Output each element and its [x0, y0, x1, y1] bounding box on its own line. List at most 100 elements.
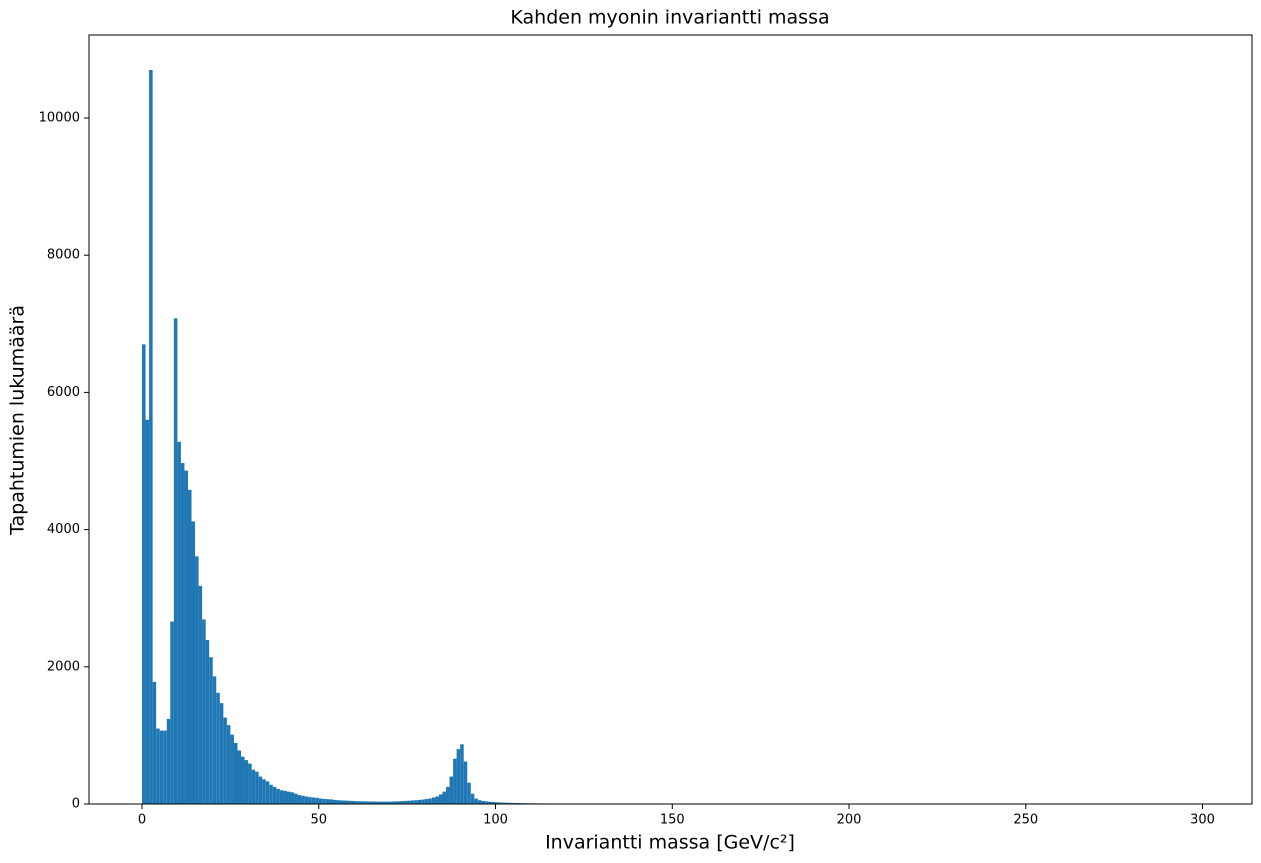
bar: [241, 756, 245, 804]
bar: [258, 776, 263, 804]
bar: [233, 742, 238, 804]
bar: [449, 776, 454, 804]
x-tick-label: 150: [660, 813, 685, 828]
bar: [364, 801, 369, 804]
bar: [184, 470, 188, 804]
bar: [255, 771, 259, 804]
bar: [269, 784, 273, 804]
bar: [142, 344, 146, 804]
bar: [357, 801, 362, 804]
chart-title: Kahden myonin invariantti massa: [510, 7, 829, 29]
bar: [438, 794, 443, 804]
bar: [382, 801, 386, 804]
bar: [354, 801, 358, 804]
bar: [152, 681, 157, 804]
bar: [219, 703, 224, 804]
bar: [421, 799, 425, 804]
bar: [339, 800, 344, 804]
x-tick-label: 100: [483, 813, 508, 828]
bar: [378, 801, 383, 804]
bar: [509, 802, 514, 804]
bar: [481, 800, 485, 804]
bar: [325, 799, 330, 804]
bar: [332, 799, 337, 804]
bar: [424, 799, 429, 804]
bar: [329, 799, 333, 804]
bar: [385, 801, 390, 804]
bar: [294, 793, 298, 804]
y-tick-label: 2000: [47, 659, 80, 674]
bar: [237, 750, 242, 804]
bar: [286, 791, 291, 804]
bar: [301, 795, 305, 804]
y-tick-label: 6000: [47, 385, 80, 400]
bar: [145, 419, 150, 804]
bar: [251, 769, 256, 804]
bar: [456, 749, 461, 804]
bar: [513, 802, 517, 804]
bar: [315, 797, 319, 804]
bar: [477, 800, 482, 804]
bar: [407, 800, 411, 804]
y-tick-label: 4000: [47, 522, 80, 537]
bar: [209, 657, 213, 804]
bar: [311, 797, 316, 804]
bar: [361, 801, 365, 804]
bar: [499, 802, 503, 804]
x-tick-label: 50: [310, 813, 327, 828]
bar: [502, 802, 507, 804]
bar: [290, 792, 295, 804]
bar: [506, 802, 510, 804]
bar: [156, 728, 160, 804]
bar: [491, 802, 496, 804]
bar: [488, 801, 492, 804]
bar: [396, 801, 401, 804]
bar: [191, 521, 196, 804]
bar: [149, 69, 153, 805]
y-tick-label: 8000: [47, 248, 80, 263]
bar: [262, 779, 266, 804]
bar: [467, 782, 471, 804]
bar: [244, 760, 249, 804]
bar: [283, 790, 287, 804]
bar: [163, 730, 167, 804]
bar: [202, 619, 206, 804]
x-tick-label: 250: [1013, 813, 1038, 828]
plot-frame: [88, 34, 1253, 805]
bar: [216, 692, 220, 804]
bar: [308, 797, 312, 804]
bar: [336, 800, 340, 804]
bar: [435, 796, 439, 804]
bar: [446, 786, 450, 804]
bar: [470, 793, 475, 804]
bar: [400, 801, 404, 804]
bar: [350, 800, 355, 804]
bar: [393, 801, 397, 804]
y-tick-label: 0: [72, 797, 80, 812]
bar: [414, 800, 418, 804]
bar: [173, 318, 178, 804]
bar: [304, 796, 309, 804]
bar: [368, 801, 372, 804]
bar: [460, 744, 464, 804]
bar: [442, 791, 447, 804]
bar: [230, 734, 234, 804]
bar: [272, 786, 277, 804]
x-tick-label: 200: [837, 813, 862, 828]
bar: [322, 798, 326, 804]
bar: [474, 798, 478, 804]
bar: [159, 730, 164, 804]
bar: [195, 556, 199, 804]
bar: [279, 790, 284, 804]
bar: [371, 801, 376, 804]
bar: [180, 463, 185, 804]
bar: [343, 800, 348, 804]
bar: [187, 489, 192, 804]
y-tick-label: 10000: [39, 111, 80, 126]
bar: [347, 800, 351, 804]
bar: [276, 788, 280, 804]
x-tick-label: 0: [138, 813, 146, 828]
bar: [223, 717, 227, 804]
bar: [198, 585, 203, 804]
